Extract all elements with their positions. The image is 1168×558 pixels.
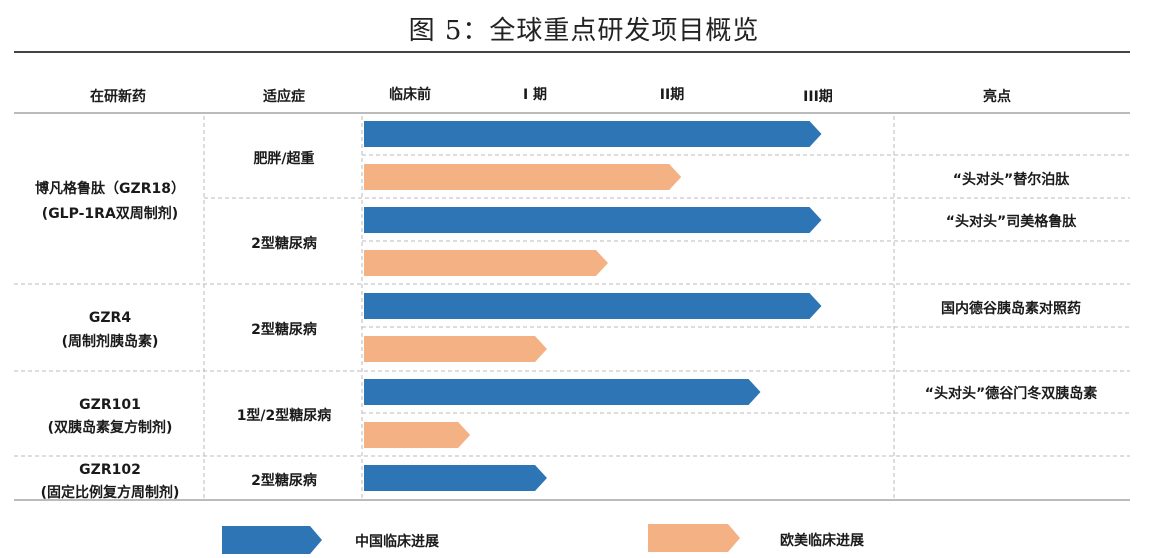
highlight-text: “头对头”司美格鲁肽 xyxy=(946,213,1077,230)
legend-swatch-west xyxy=(648,524,740,552)
header-phase1: I 期 xyxy=(523,87,547,103)
header-highlight: 亮点 xyxy=(983,88,1011,105)
drug-subtitle: (周制剂胰岛素) xyxy=(62,333,159,350)
legend-swatch-china xyxy=(222,526,322,554)
indication-label: 肥胖/超重 xyxy=(253,150,314,167)
drug-subtitle: (固定比例复方周制剂) xyxy=(41,484,180,501)
indication-label: 2型糖尿病 xyxy=(251,472,317,489)
chart-title: 图 5：全球重点研发项目概览 xyxy=(408,16,760,46)
west-progress-bar xyxy=(364,250,608,276)
legend-label-west: 欧美临床进展 xyxy=(780,532,864,549)
china-progress-bar xyxy=(364,121,822,147)
drug-name: GZR4 xyxy=(89,310,131,326)
indication-label: 2型糖尿病 xyxy=(251,321,317,338)
drug-name: GZR102 xyxy=(79,462,141,478)
drug-subtitle: (双胰岛素复方制剂) xyxy=(48,419,173,436)
indication-label: 2型糖尿病 xyxy=(251,235,317,252)
drug-name: 博凡格鲁肽（GZR18） xyxy=(35,180,185,197)
legend-label-china: 中国临床进展 xyxy=(355,533,439,550)
header-phase2: II期 xyxy=(660,87,684,103)
drug-name: GZR101 xyxy=(79,397,141,413)
west-progress-bar xyxy=(364,336,547,362)
china-progress-bar xyxy=(364,293,822,319)
legend: 中国临床进展 欧美临床进展 xyxy=(222,524,864,554)
indication-label: 1型/2型糖尿病 xyxy=(237,407,332,424)
west-progress-bar xyxy=(364,422,471,448)
highlight-text: “头对头”德谷门冬双胰岛素 xyxy=(925,385,1097,402)
header-phase3: III期 xyxy=(803,89,833,105)
drug-subtitle: (GLP-1RA双周制剂) xyxy=(42,205,178,222)
china-progress-bar xyxy=(364,465,547,491)
header-preclinical: 临床前 xyxy=(389,86,431,103)
china-progress-bar xyxy=(364,207,822,233)
west-progress-bar xyxy=(364,164,682,190)
header-drug: 在研新药 xyxy=(90,88,146,105)
highlight-text: 国内德谷胰岛素对照药 xyxy=(941,300,1081,317)
highlight-text: “头对头”替尔泊肽 xyxy=(953,171,1070,188)
china-progress-bar xyxy=(364,379,761,405)
header-indication: 适应症 xyxy=(263,88,305,105)
bars-group xyxy=(364,121,822,491)
